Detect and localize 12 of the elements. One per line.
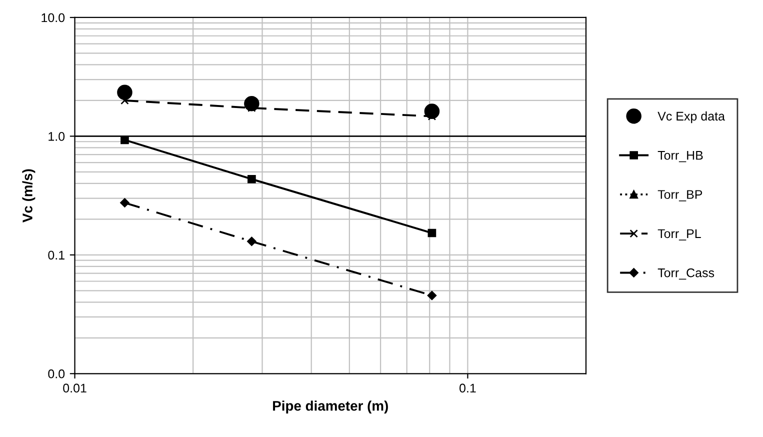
legend-label: Torr_Cass xyxy=(658,268,714,280)
y-tick-label: 1.0 xyxy=(48,132,65,141)
y-axis-title: Vc (m/s) xyxy=(22,169,36,222)
legend-label: Vc Exp data xyxy=(658,111,725,124)
legend-label: Torr_PL xyxy=(658,229,701,240)
x-tick-label: 0.01 xyxy=(63,384,86,393)
x-axis-title: Pipe diameter (m) xyxy=(273,400,388,414)
y-tick-label: 10.0 xyxy=(42,13,65,22)
y-tick-label: 0.0 xyxy=(48,369,65,378)
legend-label: Torr_BP xyxy=(658,190,702,202)
y-tick-label: 0.1 xyxy=(48,250,64,260)
legend-label: Torr_HB xyxy=(658,151,703,162)
